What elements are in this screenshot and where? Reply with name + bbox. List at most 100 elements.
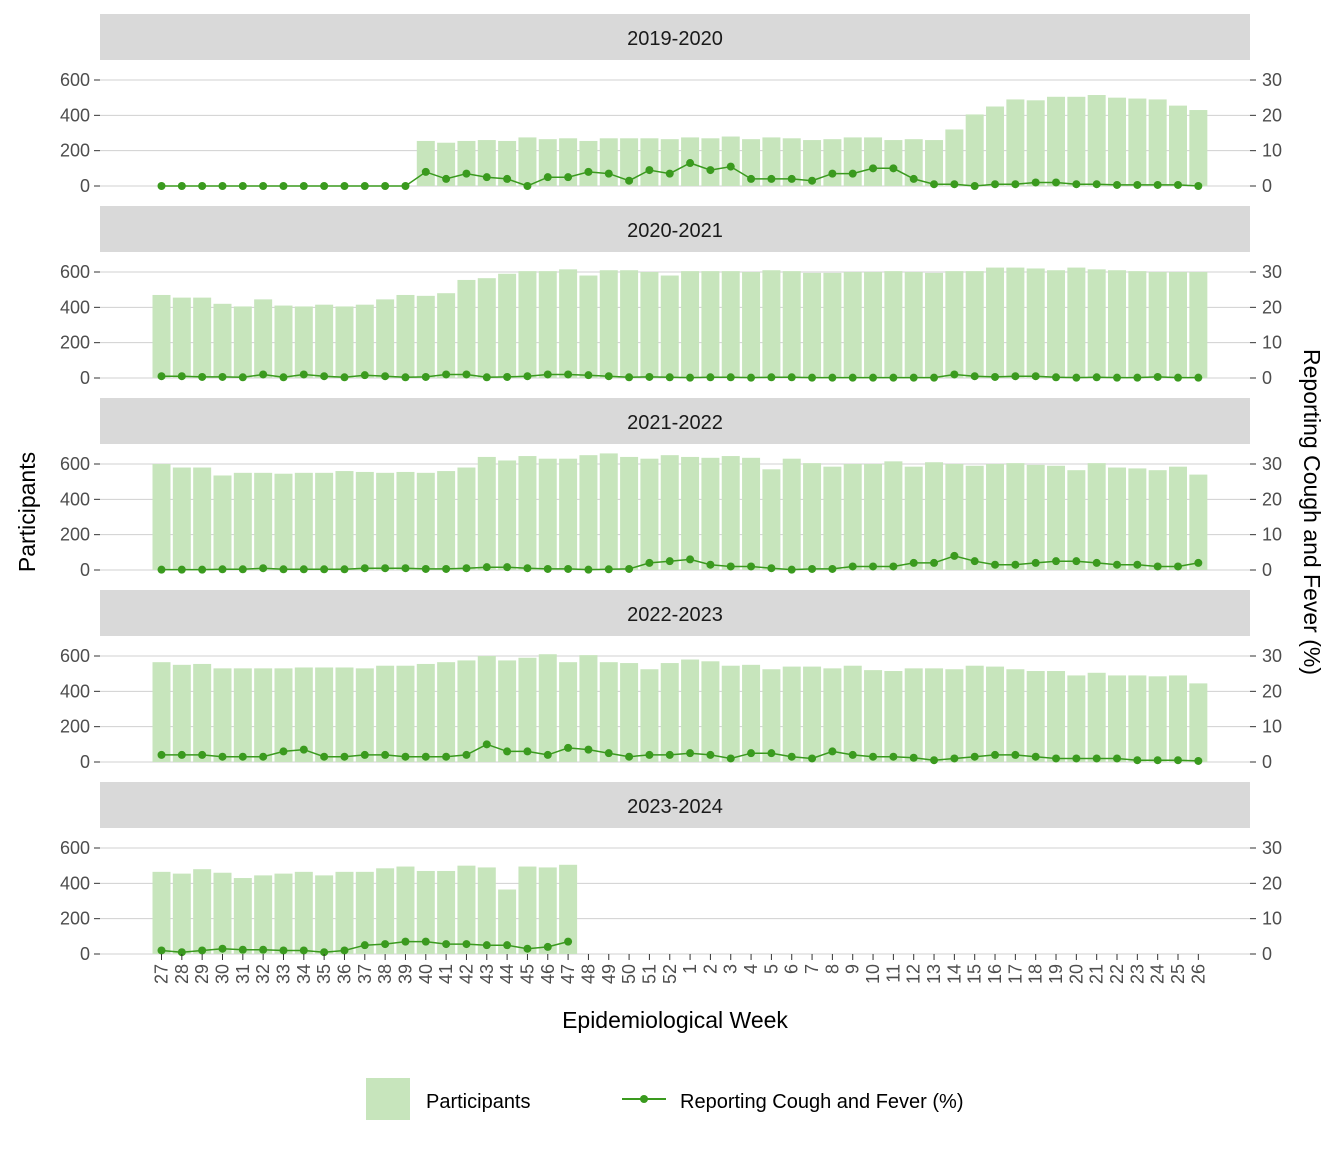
y-axis-left-title: Participants [14,452,40,572]
bar-participants [1189,272,1208,378]
x-tick-label: 48 [578,964,598,984]
x-tick-label: 16 [985,964,1005,984]
point-cough-fever [421,167,430,176]
bar-participants [1128,98,1147,186]
point-cough-fever [767,174,776,183]
point-cough-fever [523,372,532,381]
y-tick-label-right: 0 [1262,176,1272,196]
bar-participants [416,870,435,954]
y-tick-label-right: 0 [1262,944,1272,964]
point-cough-fever [523,182,532,190]
bar-participants [701,661,720,762]
y-tick-label-left: 0 [80,368,90,388]
point-cough-fever [1113,754,1122,763]
bar-participants [945,271,964,378]
y-tick-label-left: 0 [80,944,90,964]
point-cough-fever [564,564,573,573]
bar-participants [701,271,720,378]
bar-participants [1189,110,1208,186]
point-cough-fever [1092,180,1101,189]
y-tick-label-left: 600 [60,646,90,666]
y-tick-label-left: 600 [60,262,90,282]
point-cough-fever [320,372,329,381]
bar-participants [742,664,761,762]
bar-participants [864,670,883,762]
x-tick-label: 6 [782,964,802,974]
bar-participants [416,472,435,570]
bar-participants [1087,95,1106,186]
y-tick-label-right: 0 [1262,560,1272,580]
point-cough-fever [360,371,369,380]
point-cough-fever [1194,558,1203,567]
bar-participants [965,665,984,762]
x-tick-label: 1 [680,964,700,974]
point-cough-fever [299,370,308,379]
bar-participants [355,304,374,378]
x-tick-label: 18 [1026,964,1046,984]
bar-participants [823,272,842,378]
x-tick-label: 20 [1066,964,1086,984]
point-cough-fever [1011,560,1020,569]
point-cough-fever [909,373,918,382]
bar-participants [762,270,781,378]
point-cough-fever [218,565,227,574]
point-cough-fever [645,750,654,759]
point-cough-fever [543,942,552,951]
bar-participants [213,303,232,378]
y-tick-label-right: 30 [1262,262,1282,282]
bar-participants [518,271,537,378]
series-line-cough-fever [161,555,1199,571]
point-cough-fever [543,750,552,759]
point-cough-fever [1011,750,1020,759]
point-cough-fever [1174,373,1182,382]
bar-participants [437,293,456,378]
point-cough-fever [320,948,329,957]
point-cough-fever [808,373,817,382]
bar-participants [701,457,720,570]
point-cough-fever [218,752,227,761]
bar-participants [376,472,395,570]
x-tick-label: 44 [497,964,517,984]
panel-strip-label: 2019-2020 [627,28,723,50]
point-cough-fever [1153,180,1162,189]
bar-participants [396,471,415,570]
x-tick-label: 3 [721,964,741,974]
y-tick-label-right: 0 [1262,752,1272,772]
point-cough-fever [869,752,878,761]
bar-participants [986,666,1005,762]
y-tick-label-right: 10 [1262,909,1282,929]
point-cough-fever [564,743,573,752]
x-tick-label: 42 [456,964,476,984]
point-cough-fever [157,946,166,955]
point-cough-fever [1092,373,1101,382]
point-cough-fever [1133,756,1142,765]
legend-key-participants [366,1078,410,1120]
y-tick-label-right: 30 [1262,70,1282,90]
point-cough-fever [1153,756,1162,765]
point-cough-fever [706,560,715,569]
bar-participants [925,668,944,762]
bar-participants [1006,669,1025,762]
point-cough-fever [177,565,186,574]
x-tick-label: 40 [416,964,436,984]
bar-participants [213,872,232,954]
point-cough-fever [706,166,715,175]
point-cough-fever [686,159,695,168]
bar-participants [416,140,435,186]
bar-participants [945,129,964,186]
bar-participants [457,279,476,378]
bar-participants [335,871,354,954]
bar-participants [660,663,679,762]
y-tick-label-right: 10 [1262,333,1282,353]
point-cough-fever [1153,562,1162,571]
point-cough-fever [320,565,329,574]
point-cough-fever [198,182,207,190]
bar-participants [152,871,171,954]
bar-participants [1087,672,1106,762]
point-cough-fever [218,944,227,953]
point-cough-fever [259,370,268,379]
point-cough-fever [584,371,593,380]
point-cough-fever [1011,372,1020,381]
point-cough-fever [1174,756,1182,765]
point-cough-fever [503,563,512,572]
